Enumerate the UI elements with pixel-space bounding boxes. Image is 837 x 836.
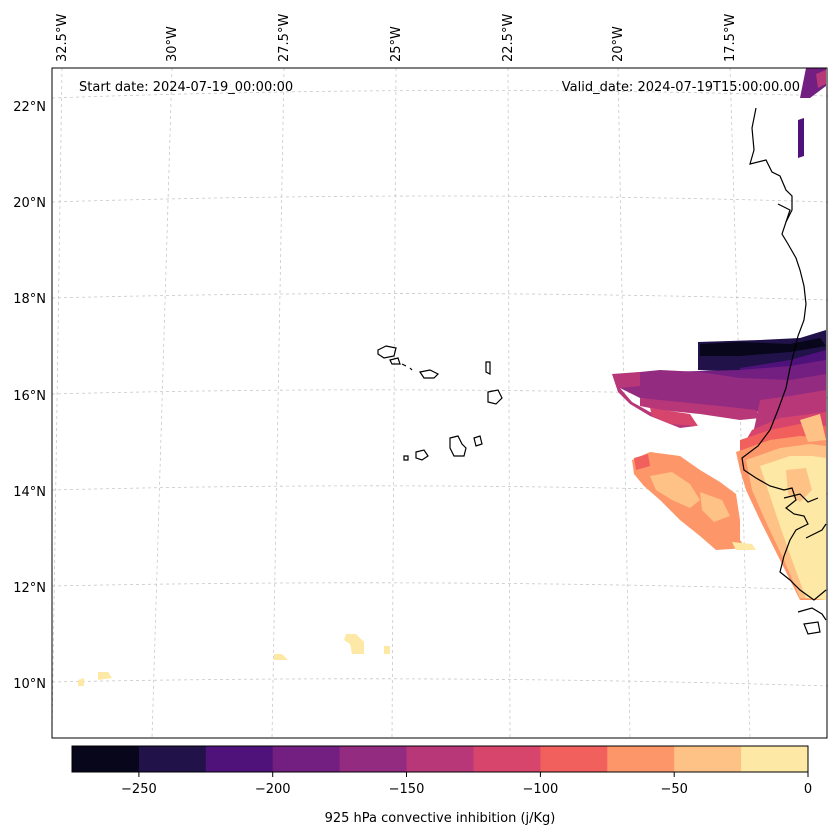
cape-verde-islands — [377, 345, 397, 359]
lon-label: 32.5°W — [55, 14, 70, 62]
lon-label: 17.5°W — [723, 14, 738, 62]
map-frame — [51, 67, 828, 739]
colorbar — [72, 746, 809, 772]
colorbar-tick-label: −100 — [523, 782, 559, 797]
colorbar-frame — [71, 745, 809, 773]
cin-region-south-patch — [344, 634, 364, 654]
lat-label: 14°N — [13, 485, 46, 500]
colorbar-tick-label: −150 — [389, 782, 425, 797]
colorbar-segment — [138, 746, 207, 772]
colorbar-segment — [406, 746, 474, 772]
valid-date-label: Valid_date: 2024-07-19T15:00:00.00 — [562, 80, 800, 95]
lat-label: 20°N — [13, 196, 46, 211]
colorbar-tick-label: 0 — [804, 782, 812, 797]
latitude-labels: 22°N 20°N 18°N 16°N 14°N 12°N 10°N — [13, 100, 46, 692]
colorbar-segment — [607, 746, 675, 772]
colorbar-segment — [674, 746, 742, 772]
longitude-labels: 32.5°W 30°W 27.5°W 25°W 22.5°W 20°W 17.5… — [55, 14, 738, 62]
cin-fields — [78, 68, 826, 686]
colorbar-segment — [473, 746, 541, 772]
lat-label: 22°N — [13, 100, 46, 115]
colorbar-segment — [72, 746, 140, 772]
lon-label: 25°W — [389, 26, 404, 62]
lon-label: 20°W — [611, 26, 626, 62]
lon-label: 27.5°W — [277, 14, 292, 62]
lat-label: 16°N — [13, 389, 46, 404]
gridlines — [51, 67, 829, 739]
colorbar-segment — [741, 746, 809, 772]
colorbar-tick-label: −250 — [121, 782, 157, 797]
colorbar-ticks: −250 −200 −150 −100 −50 0 — [121, 772, 812, 797]
colorbar-segment — [339, 746, 408, 772]
coastlines — [377, 107, 827, 635]
lat-label: 18°N — [13, 292, 46, 307]
lat-label: 10°N — [13, 677, 46, 692]
start-date-label: Start date: 2024-07-19_00:00:00 — [79, 80, 293, 95]
colorbar-segment — [540, 746, 608, 772]
colorbar-tick-label: −50 — [660, 782, 687, 797]
africa-coastline — [741, 107, 827, 601]
colorbar-title: 925 hPa convective inhibition (j/Kg) — [325, 811, 556, 826]
colorbar-segment — [272, 746, 341, 772]
colorbar-segment — [205, 746, 274, 772]
lat-label: 12°N — [13, 581, 46, 596]
lon-label: 30°W — [165, 26, 180, 62]
lon-label: 22.5°W — [501, 14, 516, 62]
colorbar-tick-label: −200 — [255, 782, 291, 797]
